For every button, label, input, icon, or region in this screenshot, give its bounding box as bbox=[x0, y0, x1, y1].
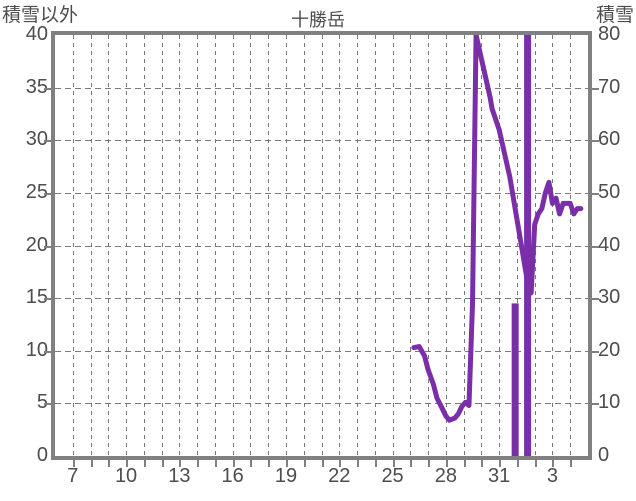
right-axis-tick-label: 50 bbox=[598, 180, 621, 203]
plot-inner bbox=[55, 35, 588, 456]
x-axis-tick-mark bbox=[410, 460, 412, 467]
right-axis-tick-mark bbox=[592, 403, 599, 405]
x-axis-tick-label: 3 bbox=[546, 465, 559, 487]
x-axis-tick-mark bbox=[108, 460, 110, 467]
x-axis-tick-mark bbox=[570, 460, 572, 467]
x-axis-tick-mark bbox=[286, 460, 288, 467]
x-axis-tick-mark bbox=[197, 460, 199, 467]
chart-canvas bbox=[55, 35, 588, 456]
series-bar bbox=[511, 303, 519, 456]
right-axis-tick-mark bbox=[592, 88, 599, 90]
right-axis-tick-mark bbox=[592, 351, 599, 353]
x-axis-tick-mark bbox=[357, 460, 359, 467]
x-axis-tick-label: 13 bbox=[168, 465, 191, 487]
right-axis-tick-label: 70 bbox=[598, 75, 621, 98]
left-axis-tick-label: 30 bbox=[25, 128, 48, 151]
right-axis-tick-label: 40 bbox=[598, 233, 621, 256]
x-axis-tick-label: 22 bbox=[328, 465, 351, 487]
right-axis-tick-label: 60 bbox=[598, 128, 621, 151]
x-axis-tick-mark bbox=[499, 460, 501, 467]
right-axis-tick-label: 0 bbox=[598, 444, 610, 466]
x-axis-tick-mark bbox=[215, 460, 217, 467]
series-line-snow bbox=[411, 35, 584, 423]
x-axis-tick-mark bbox=[304, 460, 306, 467]
x-axis-tick-mark bbox=[126, 460, 128, 467]
left-axis-tick-label: 40 bbox=[25, 23, 48, 45]
x-axis-tick-mark bbox=[393, 460, 395, 467]
x-axis-tick-label: 28 bbox=[434, 465, 457, 487]
x-axis-tick-mark bbox=[179, 460, 181, 467]
left-axis-tick-mark bbox=[44, 246, 51, 248]
left-axis-tick-label: 25 bbox=[25, 180, 48, 203]
x-axis-tick-mark bbox=[144, 460, 146, 467]
x-axis-tick-label: 7 bbox=[67, 465, 79, 487]
x-axis-tick-mark bbox=[322, 460, 324, 467]
left-axis-title: 積雪以外 bbox=[2, 5, 79, 26]
x-axis-tick-mark bbox=[73, 460, 75, 467]
plot-area bbox=[51, 31, 592, 460]
left-axis-tick-mark bbox=[44, 193, 51, 195]
x-axis-tick-label: 10 bbox=[114, 465, 138, 487]
left-axis-tick-label: 0 bbox=[36, 444, 48, 466]
page-title: 十勝岳 bbox=[291, 10, 345, 30]
x-axis-tick-label: 19 bbox=[274, 465, 298, 487]
left-axis-tick-mark bbox=[44, 88, 51, 90]
vertical-gridlines bbox=[73, 35, 571, 456]
x-axis-tick-mark bbox=[481, 460, 483, 467]
series-bar bbox=[524, 35, 532, 456]
x-axis-tick-label: 31 bbox=[488, 465, 511, 487]
left-axis-tick-mark bbox=[44, 298, 51, 300]
left-axis-tick-mark bbox=[44, 351, 51, 353]
right-axis-title: 積雪 bbox=[595, 5, 634, 26]
x-axis-tick-mark bbox=[535, 460, 537, 467]
x-axis-tick-mark bbox=[517, 460, 519, 467]
left-axis-tick-label: 15 bbox=[25, 286, 48, 309]
left-axis-tick-label: 10 bbox=[25, 338, 48, 361]
x-axis-tick-mark bbox=[233, 460, 235, 467]
right-axis-tick-mark bbox=[592, 193, 599, 195]
right-axis-tick-mark bbox=[592, 246, 599, 248]
x-axis-tick-mark bbox=[162, 460, 164, 467]
right-axis-tick-label: 10 bbox=[598, 391, 621, 414]
left-axis-tick-label: 35 bbox=[25, 75, 48, 98]
left-axis-tick-mark bbox=[44, 403, 51, 405]
right-axis-tick-mark bbox=[592, 140, 599, 142]
x-axis-tick-mark bbox=[91, 460, 93, 467]
left-axis-tick-label: 20 bbox=[25, 233, 48, 256]
horizontal-gridlines bbox=[55, 88, 588, 404]
x-axis-tick-mark bbox=[268, 460, 270, 467]
x-axis-tick-mark bbox=[446, 460, 448, 467]
x-axis-tick-label: 25 bbox=[381, 465, 404, 487]
x-axis-tick-mark bbox=[428, 460, 430, 467]
series-path bbox=[411, 35, 584, 423]
right-axis-tick-mark bbox=[592, 298, 599, 300]
x-axis-tick-mark bbox=[552, 460, 554, 467]
right-axis-tick-label: 20 bbox=[598, 338, 621, 361]
x-axis-tick-mark bbox=[375, 460, 377, 467]
x-axis-tick-mark bbox=[464, 460, 466, 467]
x-axis-tick-mark bbox=[250, 460, 252, 467]
left-axis-tick-label: 5 bbox=[36, 391, 48, 414]
right-axis-tick-label: 30 bbox=[598, 286, 621, 309]
right-axis-tick-label: 80 bbox=[598, 23, 621, 45]
left-axis-tick-mark bbox=[44, 140, 51, 142]
x-axis-tick-mark bbox=[339, 460, 341, 467]
series-vertical-bars bbox=[511, 35, 532, 456]
x-axis-tick-label: 16 bbox=[221, 465, 244, 487]
